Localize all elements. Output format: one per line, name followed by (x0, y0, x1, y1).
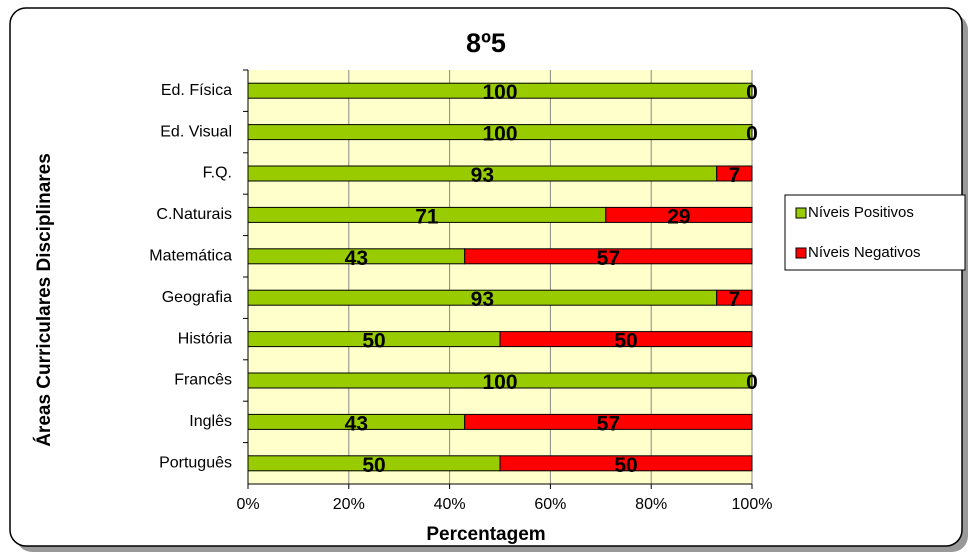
data-label: 7 (729, 164, 741, 187)
y-axis-label: Áreas Curriculares Disciplinares (33, 153, 55, 447)
data-label: 57 (597, 412, 620, 435)
data-label: 43 (345, 412, 368, 435)
chart-title: 8º5 (466, 28, 506, 58)
x-tick-label: 60% (534, 496, 566, 513)
bar-segment (247, 82, 753, 99)
data-label: 0 (746, 81, 758, 104)
data-label: 50 (362, 454, 385, 477)
bar-segment (716, 289, 753, 306)
y-tick-label: F.Q. (203, 165, 232, 182)
data-label: 0 (746, 123, 758, 146)
data-label: 50 (614, 454, 637, 477)
bar-segment (464, 248, 753, 265)
data-label: 43 (345, 247, 368, 270)
legend-label: Níveis Positivos (808, 204, 914, 221)
data-label: 29 (667, 205, 690, 228)
data-label: 100 (482, 81, 517, 104)
bar-segment (499, 331, 753, 348)
data-label: 93 (471, 164, 494, 187)
data-label: 50 (362, 330, 385, 353)
bar-segment (605, 206, 753, 223)
y-tick-label: Ed. Física (161, 82, 232, 99)
data-label: 7 (729, 288, 741, 311)
data-label: 100 (482, 371, 517, 394)
x-tick-label: 0% (236, 496, 259, 513)
x-tick-label: 20% (333, 496, 365, 513)
data-label: 57 (597, 247, 620, 270)
y-tick-label: Português (159, 455, 232, 472)
data-label: 71 (415, 205, 439, 228)
bar-segment (247, 372, 753, 389)
x-tick-label: 100% (732, 496, 773, 513)
y-tick-label: C.Naturais (156, 206, 232, 223)
y-tick-label: Geografia (162, 289, 232, 306)
bar-segment (499, 455, 753, 472)
bar-segment (464, 413, 753, 430)
legend-label: Níveis Negativos (808, 244, 921, 261)
data-label: 100 (482, 123, 517, 146)
bar-segment (247, 124, 753, 141)
y-tick-label: Francês (174, 372, 232, 389)
data-label: 93 (471, 288, 494, 311)
y-tick-label: Ed. Visual (160, 123, 232, 140)
x-tick-label: 80% (635, 496, 667, 513)
y-tick-label: História (178, 330, 232, 347)
legend (784, 194, 966, 271)
data-label: 0 (746, 371, 758, 394)
x-axis-label: Percentagem (426, 524, 545, 545)
data-label: 50 (614, 330, 637, 353)
legend-swatch (795, 247, 807, 259)
x-tick-label: 40% (434, 496, 466, 513)
bar-segment (716, 165, 753, 182)
y-tick-label: Inglês (189, 413, 232, 430)
legend-swatch (795, 207, 807, 219)
y-tick-label: Matemática (149, 248, 232, 265)
